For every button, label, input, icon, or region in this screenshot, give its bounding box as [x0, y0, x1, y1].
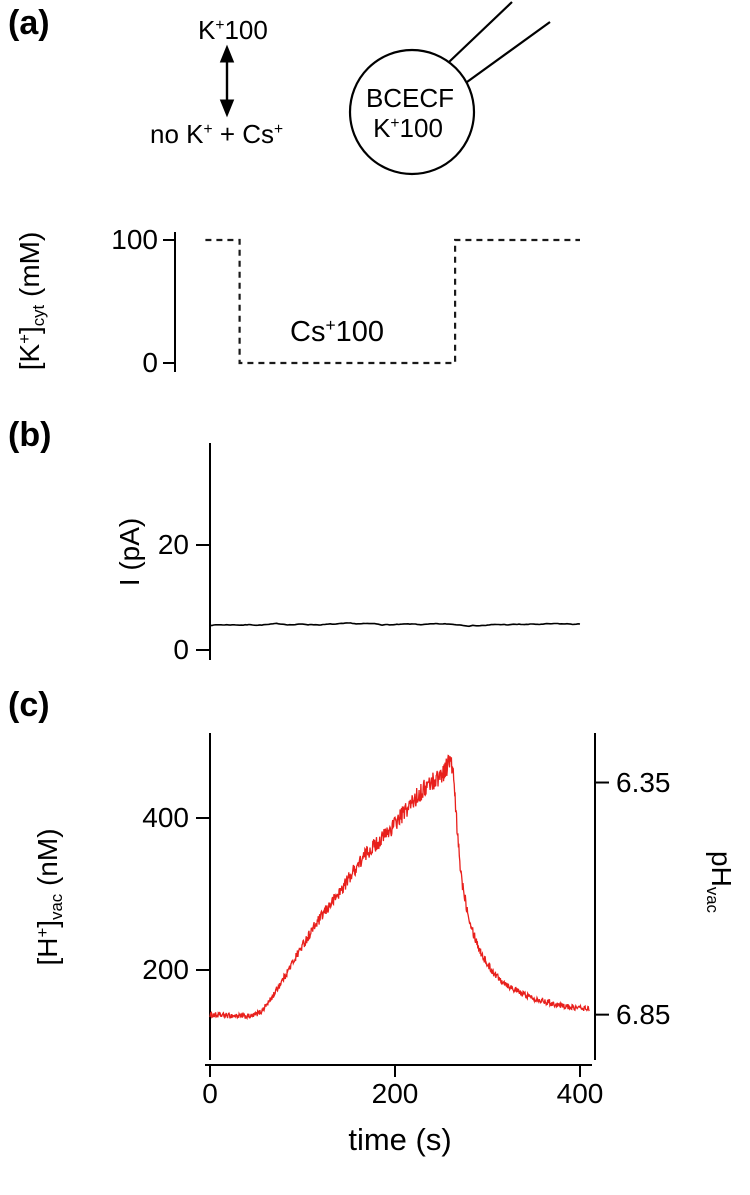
panel-c-h-trace — [209, 754, 590, 1021]
pipette-line-upper — [448, 1, 513, 63]
exchange-bottom-label-part: no K — [150, 119, 204, 149]
panel-c-left-axis-title-part: + — [32, 927, 52, 938]
panel-a-y-axis-title-part: ] — [14, 326, 45, 335]
panel-b-y-tick-label-1: 20 — [157, 529, 189, 560]
cell-label-k100: K+100 — [373, 114, 443, 143]
panel-c-x-tick-label-1: 200 — [371, 1078, 419, 1109]
exchange-top-label: K+100 — [198, 16, 268, 45]
panel-a-y-axis-title-part: cyt — [29, 304, 49, 327]
panel-c-left-axis-title-part: vac — [47, 893, 67, 920]
panel-c-right-axis-title-part: vac — [702, 886, 722, 913]
panel-b-y-tick-label-0: 0 — [173, 634, 189, 665]
panel-c-right-axis-title-part: pH — [706, 851, 737, 887]
panel-c-right-axis-title: pHvac — [702, 851, 737, 913]
cell-circle — [348, 48, 476, 176]
panel-a-step-trace — [205, 238, 580, 365]
panel-a-letter: (a) — [8, 4, 50, 42]
exchange-bottom-label-part: + Cs — [212, 119, 275, 149]
cell-schematic — [348, 1, 551, 176]
panel-c-right-tick-label-0: 6.35 — [616, 766, 671, 798]
panel-c-left-tick-label-0: 200 — [142, 954, 189, 985]
panel-c-x-tick-label-2: 400 — [556, 1078, 604, 1109]
cs-annotation: Cs+100 — [290, 315, 384, 349]
cs-annotation-part: 100 — [335, 316, 384, 348]
panel-a-y-tick-label-1: 100 — [111, 224, 158, 255]
cell-label-bcecf: BCECF — [365, 83, 455, 113]
panel-c-x-tick-label-0: 0 — [202, 1078, 218, 1109]
panel-c-left-axis-title-part: [H — [32, 937, 63, 966]
cell-label-k100-part: K — [373, 113, 391, 143]
panel-b-current-trace — [209, 622, 581, 628]
panel-b-y-axis-title: I (pA) — [114, 517, 145, 587]
pipette-line-lower — [466, 21, 551, 83]
panel-c-right-tick-label-1: 6.85 — [616, 998, 671, 1030]
panel-a-y-axis-title-part: [K — [14, 343, 45, 371]
exchange-arrow-head-up — [219, 44, 235, 63]
exchange-top-label-part: K — [198, 15, 216, 45]
exchange-top-label-part: + — [215, 17, 225, 35]
panel-a-y-axis-title-part: (mM) — [14, 231, 45, 305]
panel-b-letter: (b) — [8, 416, 52, 454]
cs-annotation-part: Cs — [290, 316, 326, 348]
panel-c-letter: (c) — [8, 686, 50, 724]
exchange-bottom-label-part: + — [203, 121, 213, 139]
panel-c-left-axis-title: [H+]vac (nM) — [32, 828, 67, 966]
exchange-bottom-label: no K+ + Cs+ — [150, 120, 283, 149]
panel-a-y-axis-title-part: + — [14, 334, 34, 344]
panel-c-x-axis-title: time (s) — [348, 1122, 452, 1157]
panel-c-left-axis-title-part: (nM) — [32, 828, 63, 894]
exchange-arrow — [219, 44, 235, 118]
exchange-top-label-part: 100 — [224, 15, 268, 45]
panel-c-left-tick-label-1: 400 — [142, 802, 189, 833]
cell-label-k100-part: + — [390, 115, 400, 133]
exchange-arrow-head-down — [219, 99, 235, 118]
cell-label-k100-part: 100 — [399, 113, 443, 143]
panel-a-y-tick-label-0: 0 — [142, 347, 158, 378]
exchange-bottom-label-part: + — [274, 121, 284, 139]
cs-annotation-part: + — [325, 315, 336, 336]
panel-a-y-axis-title: [K+]cyt (mM) — [14, 231, 49, 371]
